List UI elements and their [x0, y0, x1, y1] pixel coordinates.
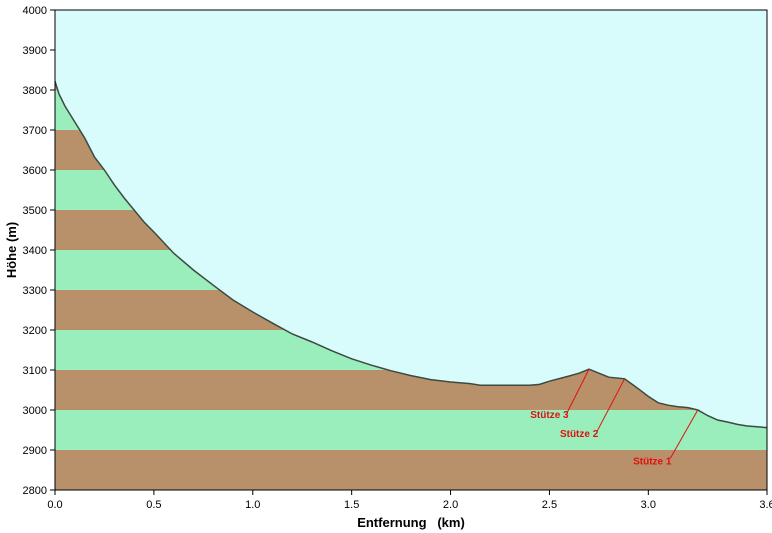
x-tick-label: 0.0 [47, 499, 62, 511]
x-axis-title: Entfernung (km) [357, 515, 465, 530]
x-tick-label: 3.0 [641, 499, 656, 511]
y-tick-label: 3200 [23, 325, 47, 337]
x-tick-label: 0.5 [146, 499, 161, 511]
y-tick-label: 3500 [23, 205, 47, 217]
y-tick-label: 3100 [23, 365, 47, 377]
x-axis: 0.0 0.5 1.0 1.5 2.0 2.5 3.0 3.6 [47, 490, 772, 511]
y-axis: 2800 2900 3000 3100 3200 3300 3400 3500 3600 3700… [23, 5, 55, 497]
terrain-profile-line [54, 80, 768, 429]
elevation-band [55, 410, 767, 450]
y-axis-title: Höhe (m) [4, 222, 19, 278]
y-tick-label: 2900 [23, 445, 47, 457]
x-tick-label: 1.0 [245, 499, 260, 511]
y-tick-label: 4000 [23, 5, 47, 17]
x-tick-label: 2.0 [443, 499, 458, 511]
y-tick-label: 3800 [23, 85, 47, 97]
support-annotations: Stütze 3 Stütze 2 Stütze 1 [530, 368, 699, 467]
y-tick-label: 3600 [23, 165, 47, 177]
x-tick-label: 1.5 [344, 499, 359, 511]
annotation-label: Stütze 2 [560, 429, 599, 440]
y-tick-label: 3300 [23, 285, 47, 297]
annotation-leader-line [566, 368, 590, 413]
y-tick-label: 2800 [23, 485, 47, 497]
y-tick-label: 3000 [23, 405, 47, 417]
y-tick-label: 3400 [23, 245, 47, 257]
elevation-band [55, 450, 767, 490]
annotation-label: Stütze 3 [530, 410, 569, 421]
y-tick-label: 3900 [23, 45, 47, 57]
annotation-leader-line [669, 409, 699, 459]
y-tick-label: 3700 [23, 125, 47, 137]
annotation-label: Stütze 1 [633, 456, 672, 467]
x-tick-label: 3.6 [759, 499, 772, 511]
x-tick-label: 2.5 [542, 499, 557, 511]
annotation-leader-line [596, 378, 626, 432]
